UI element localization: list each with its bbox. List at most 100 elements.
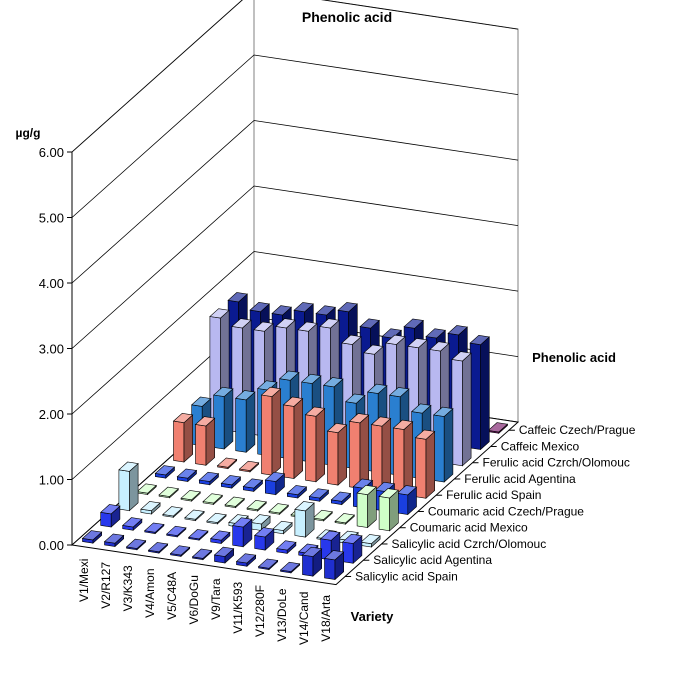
bar — [194, 416, 216, 466]
y-tick-label: 5.00 — [39, 211, 64, 226]
bar — [279, 561, 301, 574]
bar — [487, 422, 509, 434]
bar — [370, 416, 392, 493]
bar — [191, 548, 213, 561]
x-tick-label: V12/280F — [253, 585, 267, 637]
x-tick-label: V4/Amon — [143, 569, 157, 618]
bar — [180, 490, 201, 502]
bar — [257, 558, 279, 571]
series-label: Coumaric acid Mexico — [410, 521, 528, 535]
x-tick-label: V1/Mexi — [77, 559, 91, 602]
bar — [268, 503, 289, 515]
x-tick-label: V13/DoLe — [275, 588, 289, 642]
x-tick-label: V2/R127 — [99, 562, 113, 609]
bar — [166, 525, 187, 538]
series-label: Ferulic acid Spain — [446, 488, 541, 502]
gridline — [71, 54, 519, 218]
gridline — [71, 120, 519, 284]
bar — [342, 533, 363, 564]
bar — [136, 483, 157, 496]
bar — [312, 509, 333, 522]
bar — [224, 496, 245, 509]
bar — [154, 465, 176, 479]
y-tick-label: 1.00 — [39, 473, 64, 488]
bar — [184, 509, 205, 522]
bar — [100, 504, 121, 528]
bar — [250, 514, 271, 532]
x-tick-label: V9/Tara — [209, 578, 223, 620]
x-tick-label: V3/K343 — [121, 565, 135, 611]
series-label: Coumaric acid Czech/Prague — [428, 505, 584, 519]
series-label: Salicylic acid Czrch/Olomouc — [392, 537, 547, 551]
bar — [414, 429, 436, 499]
bar — [330, 491, 352, 506]
series-label: Salicylic acid Spain — [355, 570, 458, 584]
bar — [260, 386, 282, 476]
bar — [158, 486, 179, 499]
chart-title: Phenolic acid — [302, 9, 392, 25]
bar — [301, 546, 323, 577]
bars-layer — [81, 292, 509, 581]
x-axis-label: Variety — [351, 609, 394, 624]
bar — [272, 520, 293, 535]
bar — [122, 517, 143, 531]
bar — [216, 457, 238, 470]
bar — [334, 513, 355, 525]
series-label: Caffeic Mexico — [501, 440, 580, 454]
y-tick-label: 4.00 — [39, 276, 64, 291]
bar — [356, 484, 377, 529]
series-label: Caffeic Czech/Prague — [519, 423, 636, 437]
bar — [235, 390, 256, 453]
bar — [81, 530, 103, 544]
bar — [378, 488, 399, 532]
y-tick-label: 0.00 — [39, 538, 64, 553]
bar — [246, 499, 267, 512]
bar — [433, 406, 454, 483]
y-tick-label: 2.00 — [39, 407, 64, 422]
gridline — [71, 251, 519, 415]
bar — [304, 406, 326, 483]
x-tick-labels: V1/Mexi V2/R127 V3/K343 V4/Amon V5/C48A V6/Do… — [77, 559, 333, 645]
bar — [294, 501, 315, 538]
bar — [238, 460, 260, 473]
y-tick-labels: 0.00 1.00 2.00 3.00 4.00 5.00 6.00 — [39, 145, 64, 553]
bar — [253, 321, 274, 437]
bar — [242, 478, 264, 493]
bar — [276, 540, 297, 555]
bar — [264, 471, 286, 496]
bar — [118, 461, 139, 512]
y-tick-label: 3.00 — [39, 342, 64, 357]
x-tick-label: V14/Cand — [297, 592, 311, 645]
bar — [235, 553, 257, 567]
bar — [125, 538, 147, 551]
x-tick-label: V18/Arta — [319, 595, 333, 642]
bar — [188, 529, 209, 541]
bar — [103, 533, 125, 548]
bar — [360, 534, 381, 548]
bar — [176, 468, 198, 483]
bar — [323, 550, 345, 581]
series-label: Ferulic acid Agentina — [464, 472, 576, 486]
bar — [140, 501, 161, 515]
bar — [210, 530, 231, 545]
bar — [147, 542, 169, 554]
bar — [220, 475, 242, 489]
bar — [213, 386, 234, 450]
y-tick-label: 6.00 — [39, 145, 64, 160]
bar — [169, 545, 191, 558]
y-axis-label: µg/g — [16, 126, 41, 140]
bar — [202, 493, 223, 506]
series-label: Salicylic acid Agentina — [373, 553, 492, 567]
x-tick-label: V11/K593 — [231, 581, 245, 633]
bar — [348, 413, 370, 490]
gridline — [71, 0, 519, 153]
bar — [392, 419, 414, 496]
bar — [162, 506, 183, 518]
bar — [254, 527, 275, 551]
bar — [172, 412, 194, 463]
bar — [232, 517, 253, 548]
bar — [451, 351, 472, 467]
series-label: Ferulic acid Czrch/Olomouc — [483, 456, 630, 470]
